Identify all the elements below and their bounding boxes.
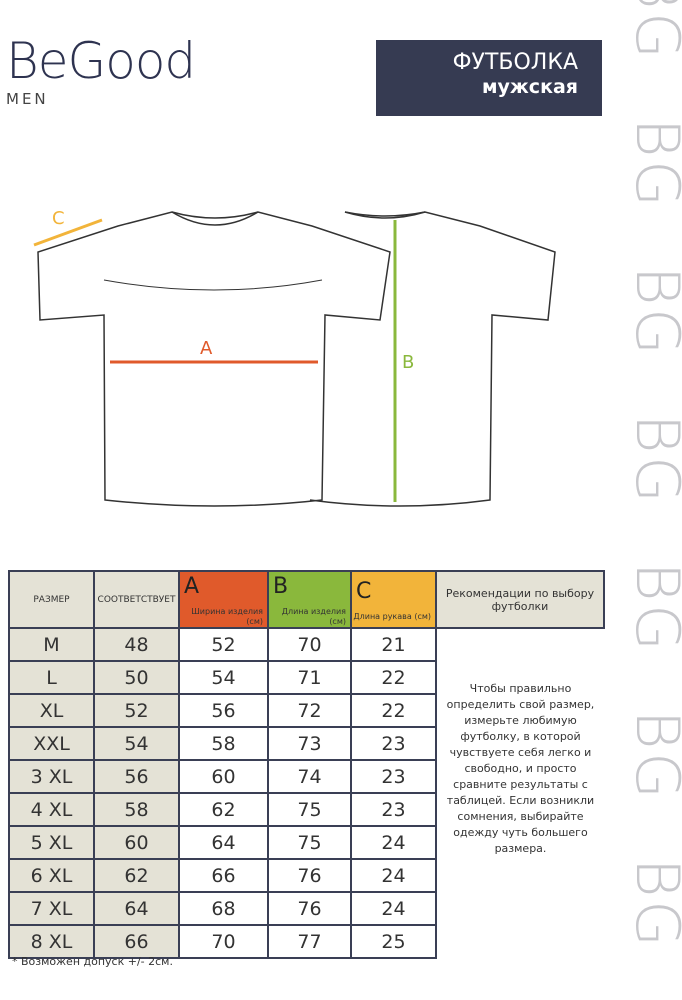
table-cell: 60 [93,825,180,860]
table-cell: 3 XL [8,759,95,794]
table-cell: 23 [350,792,437,827]
table-cell: 21 [350,627,437,662]
table-cell: XXL [8,726,95,761]
table-cell: 54 [178,660,269,695]
product-title: ФУТБОЛКА мужская [376,40,602,116]
watermark-text: BG [622,562,682,655]
table-row: XXL 54 58 73 23 [8,726,604,761]
watermark: BG BG BG BG BG BG BG [622,0,682,1000]
table-cell: 6 XL [8,858,95,893]
recommendation-title: Рекомендации по выбору футболки [435,570,605,629]
recommendation-text: Чтобы правильно определить свой размер, … [435,661,604,958]
table-cell: 75 [267,825,352,860]
table-cell: 48 [93,627,180,662]
table-cell: 64 [178,825,269,860]
table-cell: 24 [350,858,437,893]
front-shirt-outline [37,211,391,507]
watermark-text: BG [622,266,682,359]
table-cell: 66 [178,858,269,893]
table-cell: M [8,627,95,662]
table-cell: 76 [267,891,352,926]
table-cell: 24 [350,891,437,926]
table-cell: 60 [178,759,269,794]
table-cell: 73 [267,726,352,761]
table-row: M 48 52 70 21 [8,627,604,662]
table-row: XL 52 56 72 22 [8,693,604,728]
header-b: B Длина изделия (см) [267,570,352,629]
watermark-text: BG [622,414,682,507]
size-table: РАЗМЕР СООТВЕТСТВУЕТ A Ширина изделия (см… [8,570,605,959]
footnote: * Возможен допуск +/- 2см. [12,955,173,968]
brand-logo: BeGood MEN [6,32,196,108]
table-cell: 22 [350,660,437,695]
label-c: C [52,208,65,229]
back-shirt-outline [309,211,556,507]
table-cell: 62 [93,858,180,893]
table-cell: 5 XL [8,825,95,860]
table-cell: 75 [267,792,352,827]
table-cell: 71 [267,660,352,695]
table-cell: 70 [267,627,352,662]
table-row: 6 XL 62 66 76 24 [8,858,604,893]
watermark-text: BG [622,118,682,211]
table-cell: 4 XL [8,792,95,827]
table-cell: 24 [350,825,437,860]
brand-name: BeGood [6,32,196,90]
table-cell: 23 [350,726,437,761]
watermark-text: BG [622,710,682,803]
table-cell: 50 [93,660,180,695]
label-b: B [402,352,414,373]
table-cell: 66 [93,924,180,959]
table-row: 8 XL 66 70 77 25 [8,924,604,959]
watermark-text: BG [622,0,682,63]
table-cell: 68 [178,891,269,926]
table-cell: 8 XL [8,924,95,959]
table-row: 7 XL 64 68 76 24 [8,891,604,926]
table-cell: 54 [93,726,180,761]
table-cell: 72 [267,693,352,728]
table-row: 3 XL 56 60 74 23 [8,759,604,794]
table-cell: L [8,660,95,695]
header-a: A Ширина изделия (см) [178,570,269,629]
table-cell: XL [8,693,95,728]
table-cell: 23 [350,759,437,794]
label-a: A [200,338,213,359]
table-cell: 7 XL [8,891,95,926]
table-cell: 22 [350,693,437,728]
table-cell: 70 [178,924,269,959]
table-cell: 52 [93,693,180,728]
header-corresponds: СООТВЕТСТВУЕТ [93,570,180,629]
table-cell: 74 [267,759,352,794]
header-c: C Длина рукава (см) [350,570,437,629]
watermark-text: BG [622,858,682,951]
table-cell: 56 [178,693,269,728]
table-cell: 76 [267,858,352,893]
title-line2: мужская [481,76,578,98]
brand-sub: MEN [6,90,49,108]
table-row: 4 XL 58 62 75 23 [8,792,604,827]
header-size: РАЗМЕР [8,570,95,629]
arrow-c [33,218,103,247]
table-cell: 58 [178,726,269,761]
table-cell: 56 [93,759,180,794]
table-cell: 64 [93,891,180,926]
table-cell: 52 [178,627,269,662]
tshirt-diagram: A B C [33,208,556,507]
table-cell: 62 [178,792,269,827]
table-row: 5 XL 60 64 75 24 [8,825,604,860]
table-row: L 50 54 71 22 Чтобы правильно определить свой… [8,660,604,958]
table-cell: 25 [350,924,437,959]
title-line1: ФУТБОЛКА [452,50,578,75]
table-cell: 58 [93,792,180,827]
table-cell: 77 [267,924,352,959]
